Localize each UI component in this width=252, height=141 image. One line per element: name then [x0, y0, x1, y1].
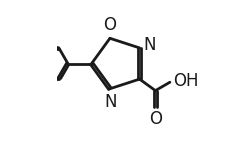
Text: OH: OH — [173, 72, 198, 90]
Text: N: N — [143, 36, 155, 54]
Text: N: N — [104, 93, 116, 111]
Text: O: O — [148, 110, 161, 128]
Text: O: O — [102, 16, 115, 34]
